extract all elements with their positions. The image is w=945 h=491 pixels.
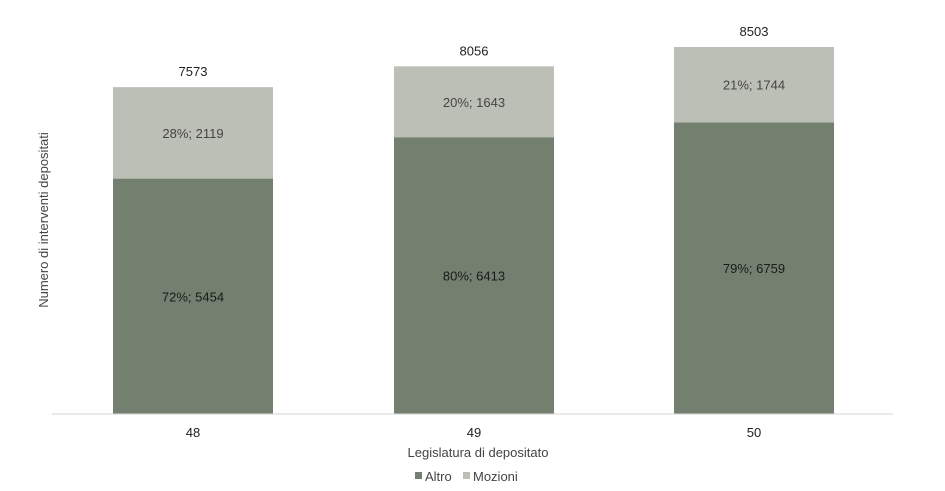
legend-label-mozioni: Mozioni [473, 469, 518, 484]
bar-mozioni-48 [113, 87, 273, 179]
data-label-mozioni-50: 21%; 1744 [723, 78, 785, 93]
x-tick-label-50: 50 [747, 425, 761, 440]
data-label-altro-49: 80%; 6413 [443, 269, 505, 284]
bar-altro-50 [674, 122, 834, 415]
legend-label-altro: Altro [425, 469, 452, 484]
bar-altro-48 [113, 178, 273, 414]
bar-mozioni-49 [394, 66, 554, 138]
x-tick-label-48: 48 [186, 425, 200, 440]
x-axis-title: Legislatura di depositato [408, 445, 549, 460]
x-tick-labels: 48 49 50 [186, 425, 761, 440]
total-label-49: 8056 [460, 43, 489, 58]
bars-layer: 72%; 5454 28%; 2119 7573 80%; 6413 20%; 1643… [113, 24, 834, 415]
data-label-altro-48: 72%; 5454 [162, 289, 224, 304]
total-label-50: 8503 [740, 24, 769, 39]
bar-mozioni-50 [674, 47, 834, 123]
data-label-mozioni-49: 20%; 1643 [443, 95, 505, 110]
legend: Altro Mozioni [415, 469, 518, 484]
data-label-mozioni-48: 28%; 2119 [162, 126, 223, 141]
legend-swatch-altro [415, 472, 422, 479]
x-tick-label-49: 49 [467, 425, 481, 440]
total-label-48: 7573 [179, 64, 208, 79]
legend-swatch-mozioni [463, 472, 470, 479]
y-axis-title: Numero di interventi depositati [36, 132, 51, 308]
data-label-altro-50: 79%; 6759 [723, 261, 785, 276]
bar-altro-49 [394, 137, 554, 415]
